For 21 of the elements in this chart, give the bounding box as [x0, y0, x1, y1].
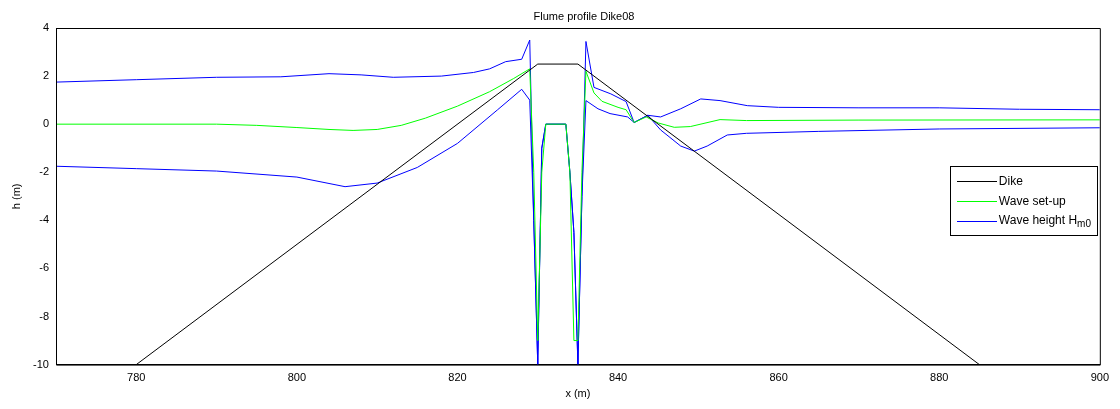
y-tick-label: -4 [39, 213, 49, 226]
x-tick-label: 900 [1090, 371, 1109, 384]
legend-label: Dike [998, 174, 1023, 188]
x-tick-label: 860 [769, 371, 788, 384]
x-tick-label: 840 [608, 371, 628, 384]
y-tick-label: -6 [39, 261, 49, 274]
x-tick-label: 800 [287, 371, 307, 384]
x-axis-title: x (m) [565, 387, 591, 400]
y-tick-label: 0 [42, 117, 49, 130]
x-tick-label: 820 [448, 371, 467, 384]
y-axis-title: h (m) [9, 183, 22, 210]
chart-title: Flume profile Dike08 [532, 10, 636, 22]
x-tick-label: 880 [930, 371, 949, 384]
legend-label: Wave height H$_{m0}$ [998, 212, 1091, 230]
y-tick-label: -10 [33, 357, 49, 370]
y-tick-label: 2 [42, 69, 49, 82]
y-tick-label: -2 [39, 165, 49, 178]
x-tick-label: 780 [127, 371, 146, 384]
y-tick-label: -8 [39, 309, 49, 322]
y-tick-label: 4 [42, 21, 49, 34]
legend-label: Wave set-up [998, 194, 1066, 208]
